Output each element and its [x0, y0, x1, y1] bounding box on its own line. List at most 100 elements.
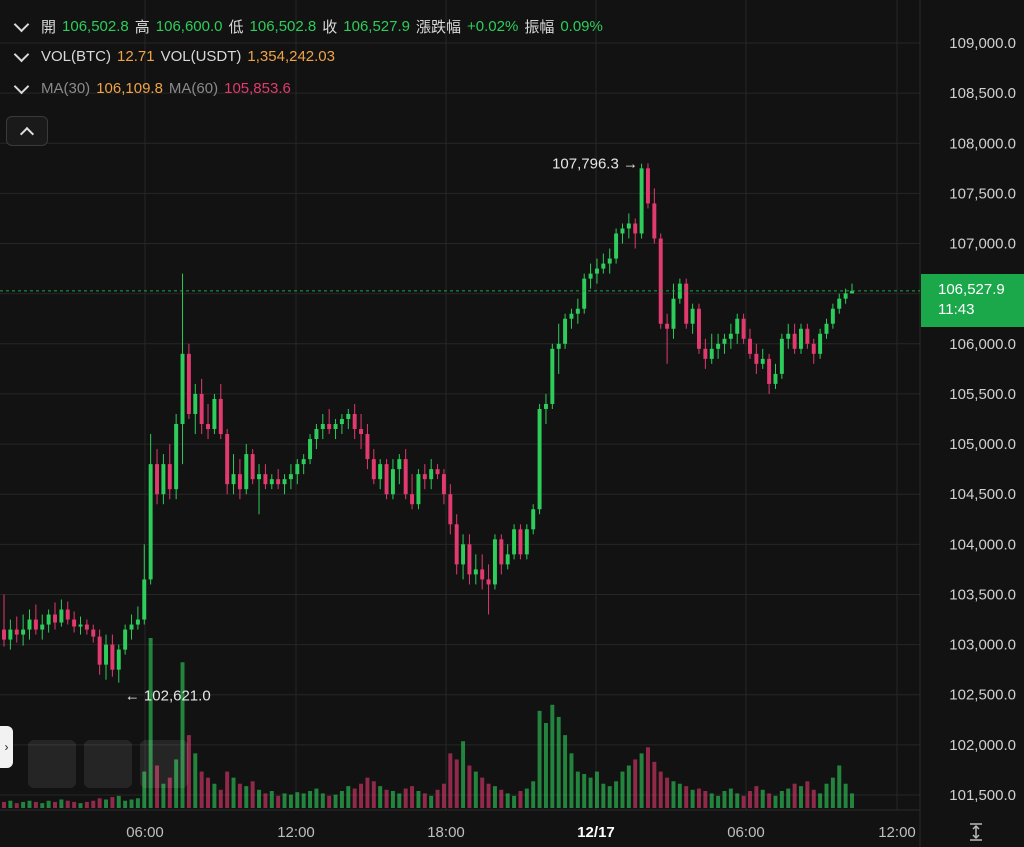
volume-bar [225, 771, 230, 808]
candle [365, 424, 370, 470]
candle-body [257, 474, 262, 480]
candle-body [8, 629, 13, 640]
candle [148, 434, 153, 585]
volume-bar [206, 777, 211, 808]
candle-body [84, 624, 89, 630]
volume-bar [620, 771, 625, 808]
candle-body [365, 434, 370, 460]
volume-bar [116, 795, 121, 808]
candle [21, 614, 26, 646]
candle-body [492, 539, 497, 585]
volume-bar [677, 783, 682, 808]
candle [620, 223, 625, 244]
candle [524, 524, 529, 560]
volume-bar [607, 786, 612, 808]
volume-bar [811, 789, 816, 808]
ma30-value: 106,109.8 [96, 80, 163, 97]
candle [505, 544, 510, 570]
volume-bar [161, 783, 166, 808]
ma30-label: MA(30) [41, 80, 91, 97]
candle-body [378, 464, 383, 480]
volume-bar [633, 759, 638, 808]
candle-body [779, 338, 784, 374]
candle [626, 213, 631, 239]
candle-body [263, 474, 268, 485]
reset-scale-icon[interactable] [966, 822, 986, 842]
high-price-marker: 107,796.3 → [552, 155, 638, 172]
candle-body [716, 343, 721, 349]
candle [614, 228, 619, 264]
chevron-down-icon[interactable] [13, 46, 30, 63]
chevron-down-icon[interactable] [13, 78, 30, 95]
volume-bar [263, 793, 268, 808]
candle [473, 554, 478, 585]
candle [403, 449, 408, 500]
candle-body [543, 403, 548, 409]
volume-bar [645, 747, 650, 808]
price-axis[interactable]: 109,000.0 108,500.0 108,000.0 107,500.0 107,… [949, 35, 1016, 804]
candle-body [161, 464, 166, 495]
y-tick-label: 107,000.0 [949, 236, 1016, 253]
candle-body [601, 263, 606, 269]
volume-bar [97, 798, 102, 808]
volume-bar [518, 791, 523, 808]
x-tick-label: 12/17 [577, 824, 615, 841]
candle [333, 419, 338, 440]
expand-panel-button[interactable]: › [0, 726, 13, 768]
volume-bar [703, 791, 708, 808]
candle [155, 449, 159, 505]
high-label: 高 [134, 19, 150, 36]
candle [397, 454, 402, 485]
candle-body [250, 454, 255, 480]
volume-bar [799, 786, 803, 808]
candle-body [59, 609, 64, 623]
candle [78, 616, 83, 635]
y-tick-label: 107,500.0 [949, 185, 1016, 202]
candle-body [537, 408, 542, 510]
candle [575, 298, 580, 324]
chevron-down-icon[interactable] [13, 16, 30, 33]
candle [282, 474, 287, 495]
volume-bar [174, 759, 179, 808]
volume-bar [397, 793, 402, 808]
candle-body [645, 168, 650, 204]
candle-body [403, 459, 408, 495]
volume-bar [480, 777, 485, 808]
candle [697, 303, 701, 354]
candle-body [129, 624, 134, 630]
candle [84, 619, 89, 635]
candle-body [473, 569, 478, 575]
volume-bar [155, 765, 159, 808]
candle-body [244, 454, 249, 490]
candle [371, 449, 376, 485]
volume-bars [2, 638, 854, 808]
candle-body [180, 353, 185, 425]
collapse-indicators-button[interactable] [6, 116, 48, 146]
volume-bar [2, 801, 6, 808]
candle-body [550, 348, 555, 404]
candle-body [626, 223, 631, 229]
volume-bar [288, 794, 293, 808]
volume-bar [671, 781, 676, 808]
volume-bar [709, 793, 714, 808]
time-axis[interactable]: 06:00 12:00 18:00 12/17 06:00 12:00 [126, 824, 916, 841]
candle-body [760, 358, 765, 364]
candle [760, 348, 765, 369]
candle-body [282, 479, 287, 485]
candle [339, 413, 344, 435]
candle [843, 288, 848, 304]
y-tick-label: 101,500.0 [949, 787, 1016, 804]
candle-body [320, 424, 325, 430]
candle-body [27, 619, 32, 630]
volume-bar [550, 704, 555, 808]
candle [225, 429, 230, 495]
candle [263, 464, 268, 490]
candle [537, 403, 542, 515]
volume-bar [786, 788, 791, 808]
candle-body [2, 629, 6, 640]
volume-bar [626, 765, 631, 808]
candle-body [193, 393, 198, 414]
candle [142, 544, 147, 625]
volume-bar [665, 777, 670, 808]
